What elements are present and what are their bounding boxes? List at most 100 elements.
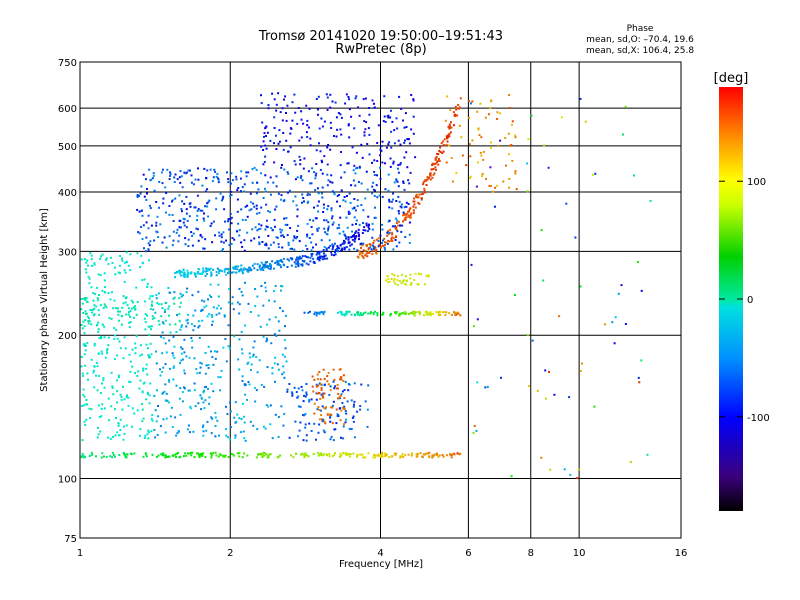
data-point [307,200,310,203]
data-point [304,255,307,258]
data-point [456,311,459,314]
data-point [405,283,408,286]
data-point [250,208,253,211]
data-point [300,118,303,121]
data-point [97,404,100,407]
data-point [136,194,139,197]
data-point [395,235,398,238]
data-point [383,95,386,98]
data-point [308,398,311,401]
data-point [342,199,345,202]
data-point [276,363,279,366]
data-point [244,324,247,327]
data-point [124,296,127,299]
data-point [305,131,308,134]
data-point [155,420,158,423]
data-point [272,181,275,184]
data-point [185,355,188,358]
data-point [633,174,635,177]
data-point [356,249,359,252]
data-point [141,420,144,423]
data-point [485,177,487,180]
data-point [198,371,201,374]
data-point [340,409,343,412]
data-point [241,379,244,382]
data-point [319,397,322,400]
data-point [83,343,86,346]
data-point [222,231,225,234]
data-point [286,258,289,261]
data-point [217,283,220,286]
data-point [397,171,400,174]
data-point [360,204,363,206]
data-point [407,453,410,456]
data-point [237,301,239,304]
data-point [375,238,378,241]
data-point [85,300,88,303]
data-point [331,223,334,226]
data-point [255,207,258,210]
data-point [393,181,396,184]
data-point [231,296,234,299]
data-point [388,198,391,201]
data-point [115,354,118,357]
data-point [223,208,226,211]
data-point [310,254,313,257]
data-point [342,425,345,428]
data-point [333,387,336,390]
data-point [263,161,266,163]
data-point [302,439,305,442]
data-point [351,234,354,237]
data-point [182,274,185,276]
data-point [140,185,143,188]
data-point [450,126,453,129]
data-point [109,437,112,440]
data-point [252,202,255,205]
data-point [207,364,210,366]
data-point [129,310,132,313]
data-point [241,294,244,297]
data-point [415,455,418,458]
data-point [341,402,344,404]
data-point [229,182,232,185]
data-point [348,241,351,244]
data-point [333,254,335,257]
data-point [285,360,288,363]
data-point [400,230,403,233]
data-point [316,229,319,232]
data-point [88,317,90,320]
data-point [428,456,431,459]
data-point [274,356,277,359]
data-point [193,389,196,392]
data-point [238,287,241,290]
data-point [353,400,356,403]
data-point [122,452,125,454]
data-point [361,244,364,247]
data-point [93,344,96,347]
data-point [217,295,220,298]
data-point [190,272,193,275]
data-point [402,220,405,223]
data-point [640,289,643,292]
data-point [497,145,500,147]
data-point [281,164,283,166]
data-point [384,248,386,251]
data-point [153,239,156,242]
data-point [92,314,95,317]
data-point [450,313,453,316]
data-point [339,128,342,131]
data-point [386,234,389,237]
data-point [187,424,190,427]
data-point [435,311,438,313]
data-point [239,190,242,192]
data-point [425,310,428,313]
data-point [338,226,341,229]
data-point [363,120,366,123]
data-point [110,405,113,408]
data-point [301,255,304,258]
data-point [86,259,89,262]
data-point [266,131,269,134]
data-point [331,243,334,246]
data-point [133,412,136,415]
data-point [339,452,342,455]
